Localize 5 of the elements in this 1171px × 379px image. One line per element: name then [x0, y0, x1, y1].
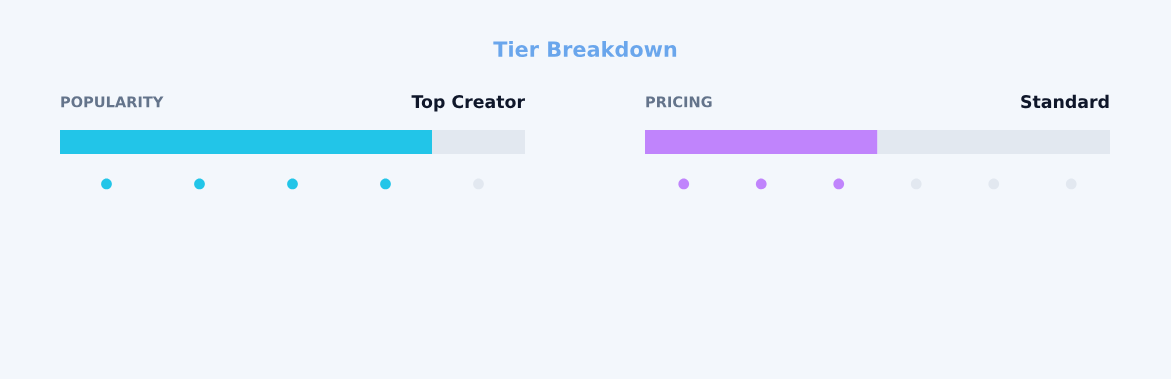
chart-subtitle: Standard [1021, 94, 1109, 109]
chart-title: POPULARITY [61, 96, 164, 108]
chart-title: PRICING [646, 96, 712, 108]
chart-subtitle: Top Creator [411, 95, 525, 112]
text: Tier Breakdown [493, 40, 677, 58]
